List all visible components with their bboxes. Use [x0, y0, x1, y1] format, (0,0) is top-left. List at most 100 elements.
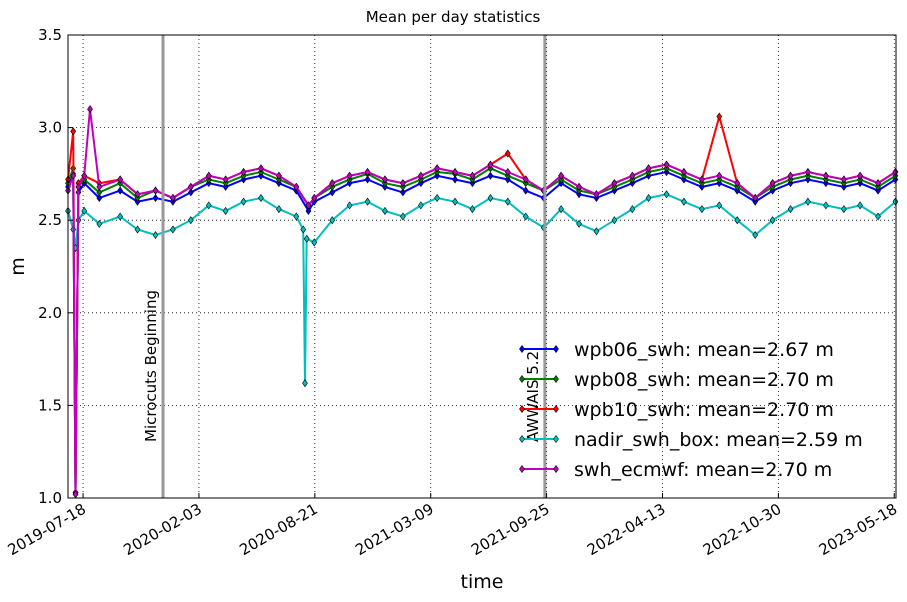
- data-point: [205, 171, 212, 180]
- x-tick-label: 2021-09-25: [468, 500, 553, 559]
- data-point: [875, 179, 881, 188]
- legend-marker: [519, 464, 525, 474]
- data-point: [170, 193, 176, 202]
- legend: wpb06_swh: mean=2.67 m wpb08_swh: mean=2.…: [519, 339, 863, 481]
- data-point: [311, 238, 318, 247]
- data-point: [329, 188, 336, 197]
- data-point: [611, 216, 618, 225]
- legend-marker: [519, 374, 525, 384]
- data-point: [629, 205, 636, 214]
- data-point: [418, 201, 424, 210]
- data-point: [769, 179, 776, 188]
- data-point: [716, 171, 723, 180]
- data-point: [716, 201, 723, 210]
- data-point: [96, 219, 103, 228]
- data-point: [522, 175, 529, 184]
- legend-entry: wpb08_swh: mean=2.70 m: [574, 369, 834, 391]
- data-point: [875, 212, 881, 221]
- x-tick-label: 2021-03-09: [352, 500, 437, 559]
- data-point: [504, 197, 511, 206]
- data-point: [752, 230, 759, 240]
- x-axis-label: time: [461, 571, 504, 593]
- data-point: [504, 168, 511, 177]
- data-point: [75, 182, 82, 191]
- y-tick-label: 2.5: [38, 211, 62, 229]
- data-point: [418, 171, 424, 180]
- data-point: [469, 205, 476, 214]
- data-point: [187, 216, 194, 225]
- data-point: [81, 171, 88, 180]
- data-point: [300, 225, 307, 234]
- data-point: [716, 112, 723, 121]
- data-point: [305, 201, 312, 210]
- data-point: [892, 168, 899, 177]
- legend-marker: [553, 464, 559, 474]
- legend-marker: [519, 404, 525, 414]
- legend-marker: [553, 404, 559, 414]
- data-point: [81, 206, 88, 215]
- legend-entry: wpb06_swh: mean=2.67 m: [574, 339, 834, 361]
- data-point: [593, 227, 600, 236]
- data-point: [329, 216, 336, 225]
- data-point: [752, 193, 759, 202]
- data-point: [892, 197, 899, 206]
- data-point: [170, 225, 176, 234]
- plot-frame: [67, 34, 897, 499]
- data-point: [117, 212, 124, 221]
- y-axis: 1.0 1.5 2.0 2.5 3.0 3.5: [38, 26, 73, 507]
- data-point: [293, 212, 300, 221]
- data-point: [434, 164, 440, 173]
- data-point: [469, 171, 476, 180]
- data-point: [487, 193, 494, 202]
- x-tick-label: 2020-02-03: [120, 500, 205, 559]
- data-point: [699, 175, 705, 184]
- data-point: [558, 171, 564, 180]
- legend-marker: [553, 374, 559, 384]
- x-tick-label: 2023-05-18: [816, 500, 901, 559]
- data-point: [699, 205, 705, 214]
- data-point: [117, 175, 124, 184]
- y-tick-label: 3.0: [38, 119, 62, 137]
- data-point: [681, 168, 687, 177]
- data-point: [117, 186, 124, 195]
- data-point: [629, 171, 636, 180]
- data-point: [70, 171, 77, 180]
- x-axis: 2019-07-18 2020-02-03 2020-08-21 2021-03-09…: [5, 493, 901, 559]
- data-point: [663, 190, 670, 199]
- data-point: [805, 197, 811, 206]
- y-tick-label: 2.0: [38, 304, 62, 322]
- legend-entry: swh_ecmwf: mean=2.70 m: [574, 459, 832, 481]
- data-point: [857, 201, 863, 210]
- data-point: [258, 193, 264, 202]
- data-point: [382, 175, 388, 184]
- data-point: [222, 206, 229, 215]
- data-point: [823, 201, 829, 210]
- data-point: [329, 179, 336, 188]
- data-point: [240, 197, 247, 206]
- annotation-label: Microcuts Beginning: [142, 290, 160, 442]
- data-point: [346, 201, 353, 210]
- data-point: [134, 225, 141, 234]
- data-point: [787, 205, 794, 214]
- data-point: [302, 379, 308, 388]
- data-point: [434, 193, 440, 202]
- series-5: [65, 105, 899, 499]
- legend-entry: nadir_swh_box: mean=2.59 m: [574, 429, 863, 451]
- legend-marker: [553, 434, 559, 444]
- data-point: [504, 149, 511, 158]
- data-point: [840, 175, 847, 184]
- annotation-label: AWWAIS 5.2: [524, 351, 542, 442]
- data-point: [400, 212, 406, 221]
- x-tick-label: 2020-08-21: [236, 500, 321, 559]
- data-point: [487, 160, 494, 169]
- x-tick-label: 2022-04-13: [584, 500, 669, 559]
- data-point: [787, 171, 794, 180]
- data-point: [805, 168, 811, 177]
- series-4: [65, 190, 899, 388]
- data-point: [823, 171, 829, 180]
- data-point: [96, 188, 103, 197]
- data-point: [303, 234, 310, 243]
- data-point: [400, 179, 406, 188]
- x-tick-label: 2022-10-30: [700, 500, 785, 559]
- data-point: [258, 164, 264, 173]
